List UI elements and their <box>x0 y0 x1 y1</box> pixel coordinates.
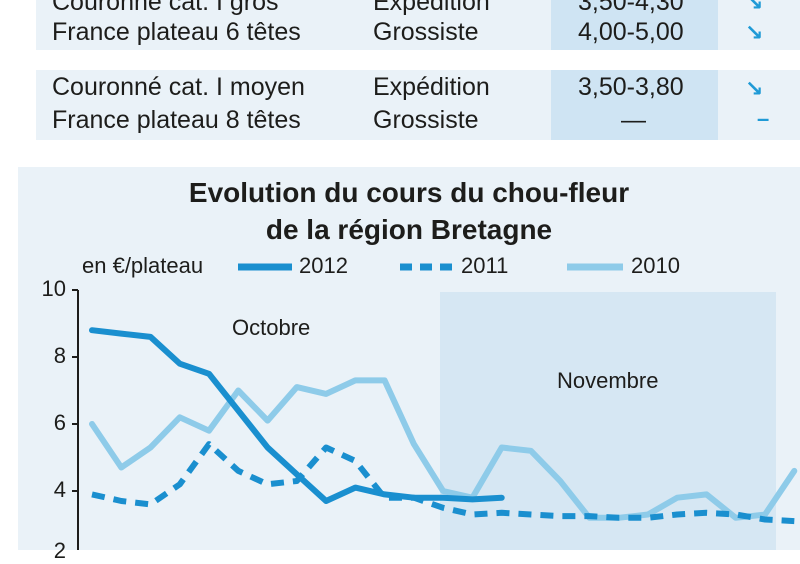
month-label-october: Octobre <box>232 315 311 340</box>
table-cell-stage: Expédition <box>373 0 490 16</box>
table-cell-price: — <box>621 106 646 134</box>
table-cell-price: 3,50-4,30 <box>578 0 684 16</box>
table-cell-product: Couronné cat. I gros <box>52 0 279 16</box>
table-cell-stage: Expédition <box>373 73 490 101</box>
price-column-band <box>551 70 718 140</box>
price-table: Couronné cat. I gros Expédition 3,50-4,3… <box>0 0 800 150</box>
table-cell-price: 4,00-5,00 <box>578 18 684 46</box>
y-tick-label: 10 <box>41 276 66 301</box>
table-cell-stage: Grossiste <box>373 106 479 134</box>
table-cell-product: France plateau 8 têtes <box>52 106 301 134</box>
trend-flat-icon: – <box>757 106 770 131</box>
month-label-november: Novembre <box>557 368 659 393</box>
table-cell-product: Couronné cat. I moyen <box>52 73 305 101</box>
chart-plot <box>72 263 798 550</box>
trend-down-icon: ↘ <box>745 20 764 45</box>
trend-down-icon: ↘ <box>745 76 764 101</box>
chart-title: Evolution du cours du chou-fleur <box>188 177 630 208</box>
legend-label-2012: 2012 <box>299 253 348 278</box>
y-axis-unit-label: en €/plateau <box>82 253 204 278</box>
table-cell-product: France plateau 6 têtes <box>52 18 301 46</box>
chart-subtitle: de la région Bretagne <box>265 214 553 245</box>
series-line-2011 <box>91 441 795 525</box>
trend-down-icon: ↘ <box>745 0 764 15</box>
table-cell-stage: Grossiste <box>373 18 479 46</box>
legend-label-2010: 2010 <box>631 253 680 278</box>
series-line-2010 <box>89 377 798 521</box>
y-tick-label: 8 <box>53 343 66 368</box>
y-tick-label: 6 <box>53 410 66 435</box>
y-tick-label: 2 <box>53 538 66 563</box>
price-column-band <box>551 0 718 50</box>
series-line-2012 <box>89 327 505 504</box>
y-tick-label: 4 <box>53 477 66 502</box>
table-cell-price: 3,50-3,80 <box>578 73 684 101</box>
legend-label-2011: 2011 <box>461 253 509 278</box>
